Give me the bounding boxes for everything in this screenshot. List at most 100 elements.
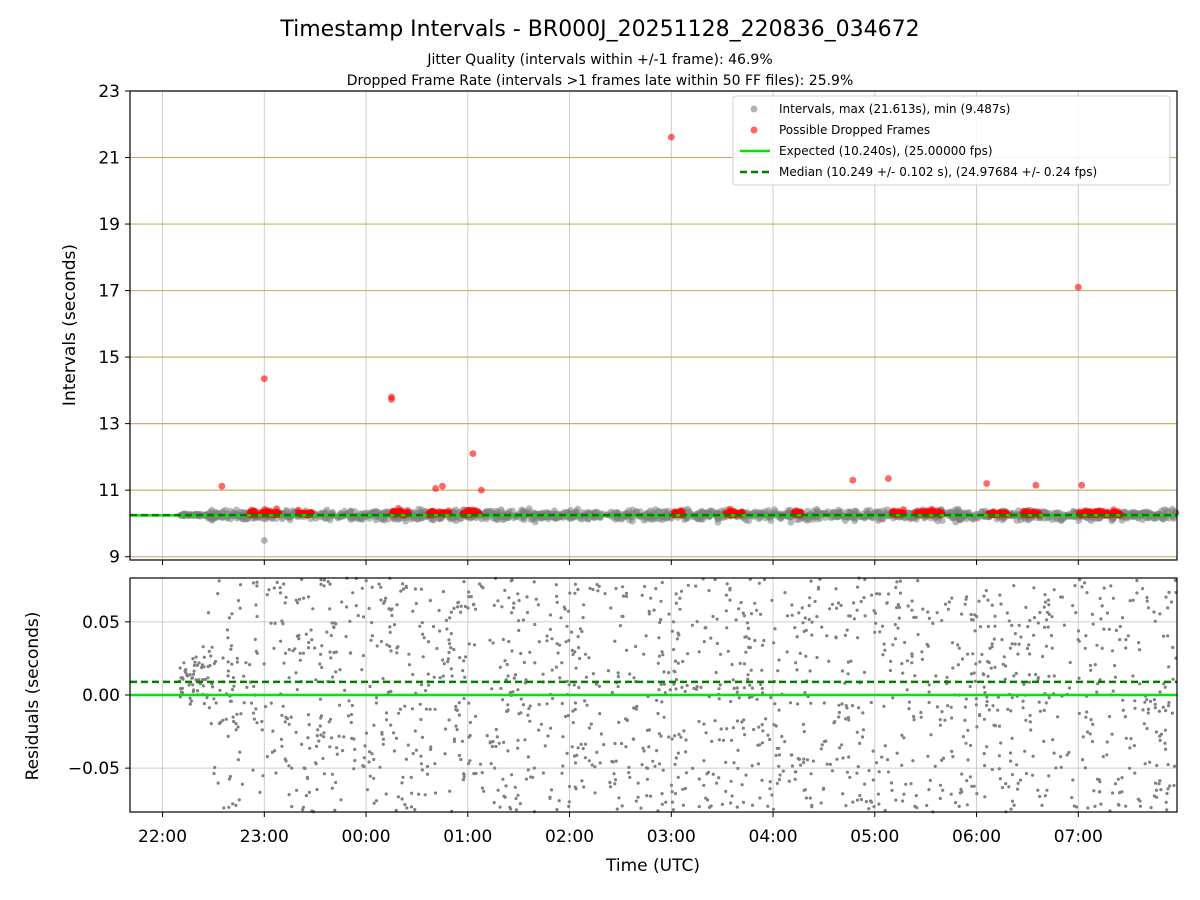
residual-point bbox=[1040, 803, 1044, 808]
residual-point bbox=[1014, 671, 1018, 676]
residual-point bbox=[433, 707, 437, 711]
residual-point bbox=[265, 755, 269, 759]
residual-point bbox=[235, 656, 239, 660]
residual-point bbox=[1131, 674, 1135, 678]
residual-point bbox=[1120, 776, 1124, 780]
residual-point bbox=[452, 606, 456, 611]
dropped-frame-outlier bbox=[885, 475, 892, 482]
residual-point bbox=[314, 678, 318, 682]
residual-point bbox=[938, 723, 943, 727]
residual-point bbox=[921, 607, 925, 611]
residual-point bbox=[762, 638, 766, 643]
residual-point bbox=[614, 759, 618, 763]
residual-point bbox=[810, 620, 814, 624]
residual-point bbox=[730, 794, 734, 798]
residual-point bbox=[184, 668, 188, 672]
residual-point bbox=[624, 594, 629, 599]
residual-point bbox=[587, 656, 591, 660]
residual-point bbox=[500, 605, 504, 609]
residual-point bbox=[496, 788, 500, 792]
residual-point bbox=[657, 732, 662, 736]
residual-point bbox=[1153, 702, 1157, 706]
residual-point bbox=[1137, 641, 1141, 645]
residual-point bbox=[742, 686, 747, 690]
residual-point bbox=[301, 808, 305, 812]
residual-point bbox=[593, 791, 597, 795]
residual-point bbox=[579, 742, 583, 747]
residual-point bbox=[719, 727, 723, 731]
residual-point bbox=[986, 674, 990, 678]
residual-point bbox=[659, 734, 663, 738]
residual-point bbox=[724, 593, 729, 597]
residual-point bbox=[488, 638, 492, 642]
residual-point bbox=[684, 750, 688, 754]
residual-point bbox=[1036, 678, 1040, 682]
residual-point bbox=[1166, 763, 1170, 767]
residual-point bbox=[503, 795, 507, 799]
residual-point bbox=[423, 793, 427, 797]
residual-point bbox=[662, 715, 666, 719]
residual-point bbox=[704, 796, 708, 800]
residual-point bbox=[283, 651, 288, 655]
residual-point bbox=[926, 610, 930, 614]
residual-point bbox=[429, 747, 433, 752]
residual-point bbox=[1158, 779, 1162, 783]
residual-point bbox=[226, 734, 230, 739]
residual-point bbox=[1027, 680, 1031, 684]
residual-point bbox=[1059, 595, 1063, 599]
residual-point bbox=[212, 697, 216, 701]
residual-point bbox=[447, 638, 451, 642]
residual-point bbox=[506, 674, 510, 678]
residual-point bbox=[202, 702, 206, 706]
residual-point bbox=[647, 728, 652, 732]
residual-point bbox=[503, 588, 507, 593]
residual-point bbox=[694, 584, 698, 588]
residual-point bbox=[624, 745, 628, 749]
residual-point bbox=[303, 766, 307, 771]
residual-point bbox=[977, 599, 981, 603]
residual-point bbox=[851, 800, 855, 804]
residual-point bbox=[800, 606, 804, 610]
residual-point bbox=[536, 603, 541, 607]
residual-point bbox=[1167, 704, 1171, 708]
residual-point bbox=[261, 774, 265, 778]
residual-point bbox=[525, 595, 529, 599]
residual-point bbox=[863, 782, 867, 786]
residual-point bbox=[1162, 634, 1166, 638]
residual-point bbox=[216, 781, 220, 785]
residual-point bbox=[726, 649, 730, 653]
residual-point bbox=[1027, 643, 1031, 647]
residual-point bbox=[532, 580, 536, 584]
residual-point bbox=[1170, 711, 1174, 715]
residual-point bbox=[717, 687, 721, 691]
residual-point bbox=[317, 739, 321, 743]
dropped-frame-outlier bbox=[432, 485, 439, 492]
residual-point bbox=[841, 792, 845, 796]
residual-point bbox=[226, 636, 230, 640]
residual-point bbox=[1098, 678, 1102, 682]
residual-point bbox=[459, 757, 463, 762]
residual-point bbox=[382, 601, 386, 605]
residual-point bbox=[906, 604, 910, 608]
residual-point bbox=[729, 779, 733, 783]
residual-point bbox=[1135, 578, 1139, 583]
dropped-frame-outlier bbox=[439, 482, 446, 490]
residual-point bbox=[901, 671, 905, 675]
x-tick-label: 00:00 bbox=[342, 827, 391, 847]
residual-point bbox=[360, 586, 364, 590]
residual-point bbox=[1010, 696, 1014, 700]
residual-point bbox=[222, 806, 226, 810]
residual-point bbox=[1067, 686, 1072, 690]
residual-point bbox=[478, 582, 482, 586]
residual-point bbox=[224, 717, 228, 721]
residual-point bbox=[284, 595, 288, 599]
interval-point bbox=[777, 515, 784, 522]
residual-point bbox=[945, 675, 949, 679]
residual-point bbox=[380, 732, 384, 736]
dropped-frame-outlier bbox=[478, 486, 485, 494]
residual-point bbox=[283, 720, 287, 724]
dropped-frame-outlier bbox=[388, 395, 395, 403]
residual-point bbox=[458, 656, 462, 660]
residual-point bbox=[374, 701, 378, 705]
residual-point bbox=[427, 683, 431, 687]
